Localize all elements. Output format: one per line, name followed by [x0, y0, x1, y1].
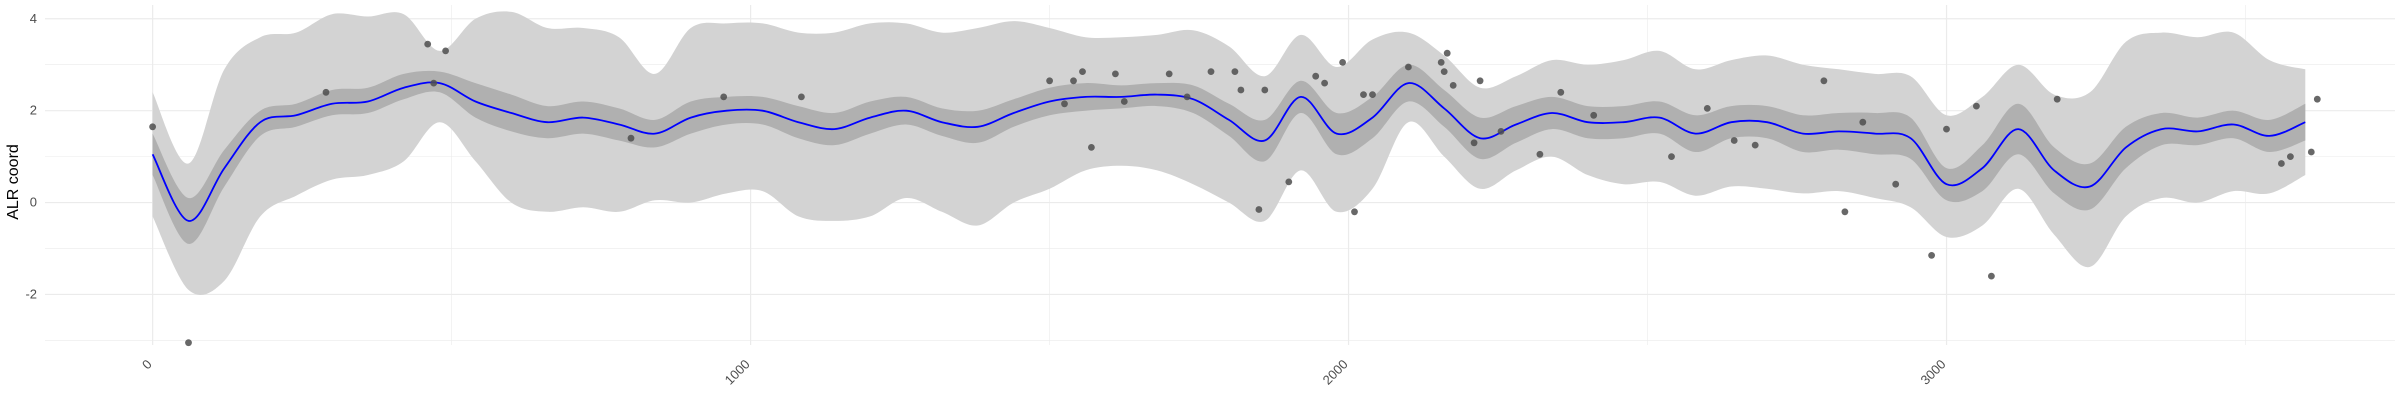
data-point [720, 93, 728, 101]
y-tick-label: 0 [30, 195, 37, 210]
data-point [1557, 88, 1565, 96]
data-point [1165, 70, 1173, 78]
data-point [1255, 206, 1263, 213]
data-point [1440, 68, 1448, 75]
y-tick-label: 2 [30, 103, 37, 118]
data-point [1351, 208, 1358, 216]
data-point [1841, 208, 1849, 216]
data-point [1120, 98, 1128, 105]
data-point [1730, 137, 1738, 144]
data-point [1112, 70, 1119, 78]
data-point [1207, 68, 1215, 75]
data-point [1312, 72, 1320, 80]
y-axis-title: ALR coord [5, 144, 22, 220]
mean-line-layer [151, 81, 2306, 222]
data-point [1943, 125, 1950, 133]
data-point [185, 339, 192, 347]
data-point [798, 93, 805, 101]
data-point [1892, 180, 1900, 188]
data-point [1437, 59, 1445, 66]
data-point [1536, 150, 1544, 158]
data-point [1988, 272, 1995, 280]
observation-points [149, 40, 2321, 347]
credible-bands [152, 11, 2306, 295]
data-point [1321, 79, 1328, 87]
data-point [1070, 77, 1077, 85]
data-point [430, 79, 438, 87]
data-point [322, 88, 330, 96]
data-point [424, 40, 432, 48]
data-point [1231, 68, 1239, 75]
data-point [627, 134, 635, 142]
data-point [1590, 111, 1598, 119]
data-point [1360, 91, 1367, 98]
data-point [1859, 118, 1867, 126]
data-point [1973, 102, 1980, 110]
data-point [1061, 100, 1068, 108]
data-point [442, 47, 449, 55]
data-point [2053, 95, 2061, 103]
mean-line [151, 81, 2306, 222]
data-point [2278, 160, 2285, 167]
data-point [1449, 82, 1457, 89]
data-point [1497, 127, 1505, 135]
data-point [1443, 49, 1451, 57]
data-point [1405, 63, 1412, 71]
data-point [2307, 148, 2315, 156]
data-point [1703, 105, 1711, 112]
y-tick-label: -2 [25, 286, 37, 301]
data-point [1369, 91, 1376, 98]
data-point [1668, 153, 1675, 161]
y-tick-label: 4 [30, 11, 37, 26]
data-point [1261, 86, 1269, 94]
inner-credible-band [152, 64, 2306, 244]
data-point [1088, 144, 1095, 151]
data-point [1820, 77, 1828, 85]
data-point [2313, 95, 2321, 103]
data-point [1476, 77, 1484, 85]
data-point [2287, 153, 2294, 161]
data-point [1079, 68, 1086, 75]
data-point [1339, 59, 1346, 66]
data-point [1183, 93, 1191, 101]
data-point [1928, 252, 1935, 259]
data-point [1470, 139, 1478, 147]
outer-credible-band [152, 11, 2306, 295]
data-point [1046, 77, 1053, 85]
data-point [1285, 178, 1293, 186]
data-point [1237, 86, 1245, 94]
data-point [149, 123, 157, 131]
data-point [1751, 141, 1759, 149]
